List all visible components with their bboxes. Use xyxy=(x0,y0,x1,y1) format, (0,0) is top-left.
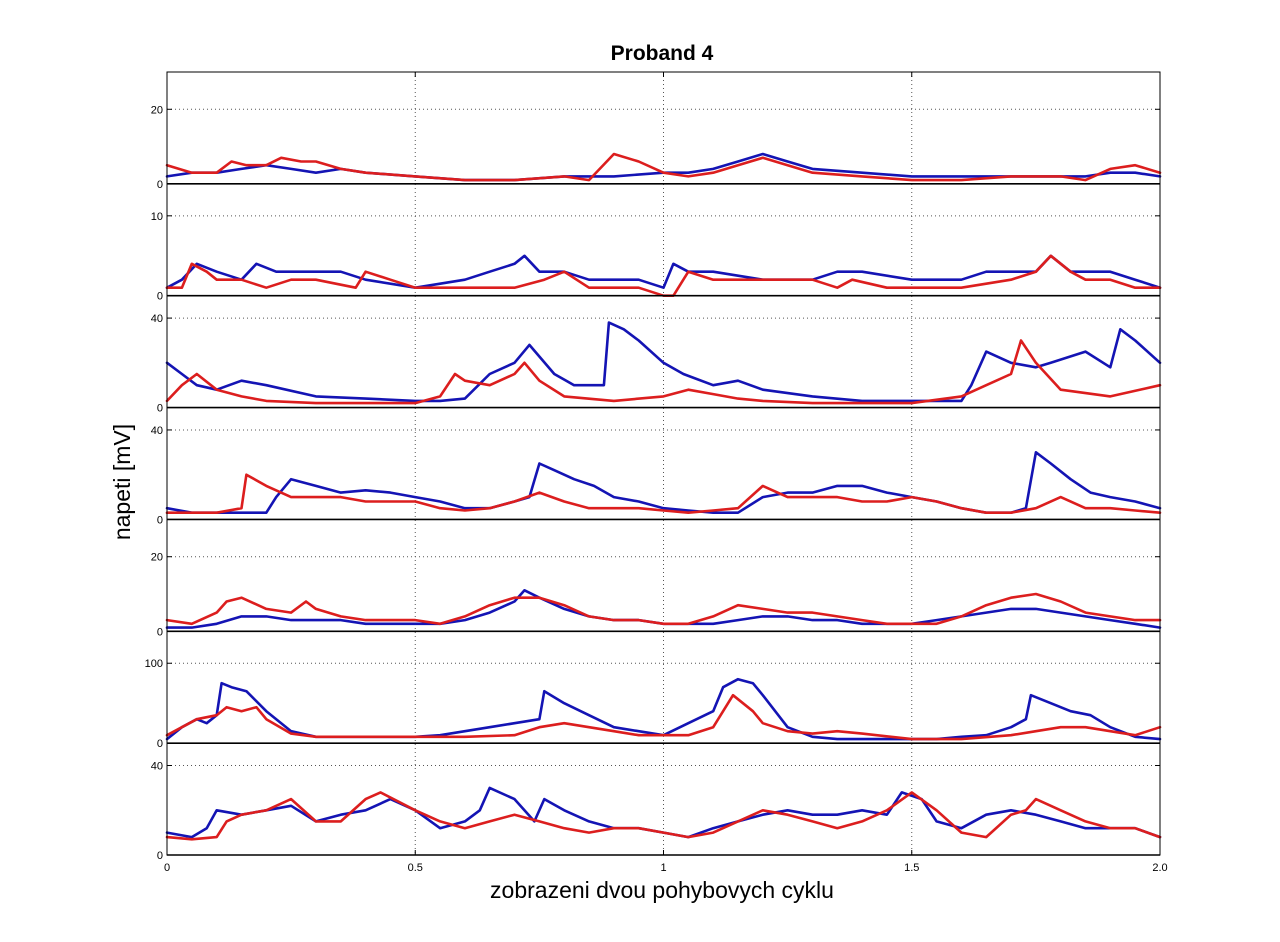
series-red-line-panel-2 xyxy=(165,254,1162,298)
y-tick-label: 20 xyxy=(151,104,163,116)
y-tick-label: 0 xyxy=(157,850,163,862)
x-tick-label: 0 xyxy=(164,862,170,874)
series-blue-line-panel-6 xyxy=(165,677,1162,741)
x-tick-label: 0.5 xyxy=(408,862,423,874)
chart-title: Proband 4 xyxy=(611,42,714,65)
series-blue-line-panel-3 xyxy=(165,321,1162,403)
y-tick-label: 40 xyxy=(151,313,163,325)
y-tick-label: 20 xyxy=(151,552,163,564)
series-red-line-panel-7 xyxy=(165,791,1162,841)
series-red-line-panel-6 xyxy=(165,693,1162,741)
y-tick-label: 0 xyxy=(157,514,163,526)
series-red-line-panel-1 xyxy=(165,152,1162,182)
y-tick-label: 10 xyxy=(151,211,163,223)
series-red-line-panel-4 xyxy=(165,473,1162,515)
y-tick-label: 0 xyxy=(157,179,163,191)
x-axis-label: zobrazeni dvou pohybovych cyklu xyxy=(490,877,834,903)
series-blue-line-panel-4 xyxy=(165,450,1162,515)
y-axis-label: napeti [mV] xyxy=(109,424,135,540)
y-tick-label: 40 xyxy=(151,761,163,773)
x-tick-label: 1.5 xyxy=(904,862,919,874)
series-red-line-panel-5 xyxy=(165,592,1162,626)
x-tick-label: 1 xyxy=(660,862,666,874)
y-tick-label: 0 xyxy=(157,626,163,638)
x-tick-label: 2.0 xyxy=(1152,862,1167,874)
y-tick-label: 0 xyxy=(157,738,163,750)
y-tick-label: 40 xyxy=(151,425,163,437)
y-tick-label: 0 xyxy=(157,291,163,303)
series-red-line-panel-3 xyxy=(165,339,1162,405)
y-tick-label: 0 xyxy=(157,403,163,415)
series-blue-line-panel-2 xyxy=(165,254,1162,290)
y-tick-label: 100 xyxy=(145,658,163,670)
